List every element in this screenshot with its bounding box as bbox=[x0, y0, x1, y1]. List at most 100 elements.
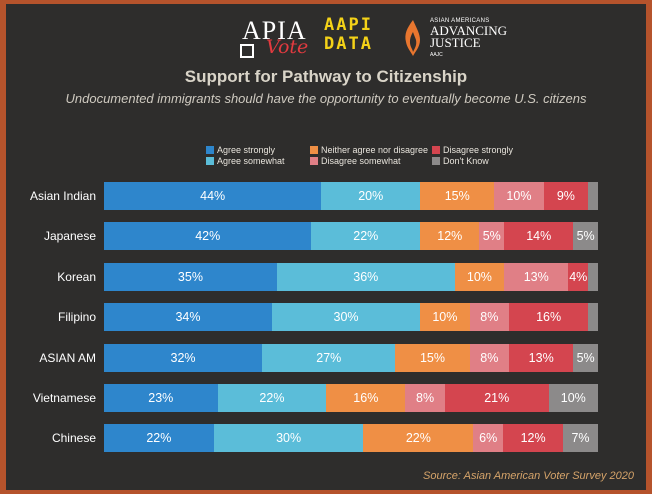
source-note: Source: Asian American Voter Survey 2020 bbox=[423, 470, 634, 482]
data-label: 14% bbox=[526, 229, 552, 244]
flame-icon bbox=[405, 20, 420, 56]
legend-label: Agree strongly bbox=[217, 144, 276, 155]
bar-segment-vietnamese-disagree-strongly: 21% bbox=[444, 384, 549, 412]
aajc-logo: ASIAN AMERICANS ADVANCING JUSTICE AAJC bbox=[400, 16, 530, 64]
data-label: 10% bbox=[560, 391, 586, 405]
bar-segment-filipino-disagree-somewhat: 8% bbox=[469, 303, 510, 332]
bar-segment-asian-am-don-t-know: 5% bbox=[573, 343, 598, 372]
legend-swatch bbox=[432, 156, 440, 165]
bar-segment-vietnamese-neither-agree-nor-disagree: 16% bbox=[326, 384, 406, 412]
bar-segment-asian-indian-don-t-know bbox=[588, 182, 598, 210]
bar-segment-chinese-disagree-strongly: 12% bbox=[503, 424, 564, 453]
legend-item-disagree-somewhat: Disagree somewhat bbox=[310, 155, 401, 166]
bar-segment-chinese-disagree-somewhat: 6% bbox=[473, 424, 504, 453]
data-label: 32% bbox=[170, 350, 196, 365]
data-label: 23% bbox=[148, 391, 174, 405]
category-label-japanese: Japanese bbox=[43, 229, 96, 244]
data-label: 4% bbox=[569, 269, 588, 284]
data-label: 12% bbox=[437, 229, 463, 244]
bar-segment-korean-disagree-strongly: 4% bbox=[568, 262, 589, 291]
data-label: 7% bbox=[571, 431, 590, 446]
bar-segment-japanese-disagree-strongly: 14% bbox=[504, 222, 574, 251]
bar-segment-japanese-don-t-know: 5% bbox=[573, 222, 598, 251]
bar-segment-asian-indian-neither-agree-nor-disagree: 15% bbox=[420, 182, 495, 210]
legend-label: Disagree somewhat bbox=[321, 155, 401, 166]
aajc-logo-line1: ADVANCING bbox=[430, 23, 508, 38]
bar-segment-chinese-agree-somewhat: 30% bbox=[213, 424, 364, 453]
data-label: 5% bbox=[576, 229, 595, 244]
data-label: 20% bbox=[358, 189, 384, 203]
bar-segment-korean-disagree-somewhat: 13% bbox=[504, 262, 569, 291]
bar-segment-vietnamese-agree-strongly: 23% bbox=[104, 384, 218, 412]
data-label: 22% bbox=[259, 391, 285, 405]
data-label: 13% bbox=[528, 350, 554, 365]
category-label-korean: Korean bbox=[57, 269, 96, 284]
aajc-logo-main: ADVANCING JUSTICE bbox=[430, 23, 508, 50]
legend-item-neither-agree-nor-disagree: Neither agree nor disagree bbox=[310, 144, 428, 155]
bar-segment-japanese-agree-somewhat: 22% bbox=[311, 222, 421, 251]
legend-label: Disagree strongly bbox=[443, 144, 514, 155]
data-label: 12% bbox=[520, 431, 546, 446]
bar-segment-korean-agree-somewhat: 36% bbox=[276, 262, 455, 291]
legend-item-don-t-know: Don't Know bbox=[432, 155, 489, 166]
bar-segment-asian-am-agree-strongly: 32% bbox=[104, 343, 263, 372]
data-label: 16% bbox=[536, 310, 562, 325]
bar-segment-asian-am-disagree-strongly: 13% bbox=[509, 343, 574, 372]
bar-segment-asian-indian-disagree-strongly: 9% bbox=[543, 182, 589, 210]
bar-segment-asian-indian-disagree-somewhat: 10% bbox=[494, 182, 544, 210]
data-label: 8% bbox=[416, 391, 435, 405]
bar-segment-asian-am-disagree-somewhat: 8% bbox=[469, 343, 510, 372]
data-label: 8% bbox=[480, 310, 499, 325]
data-label: 44% bbox=[200, 189, 226, 203]
data-label: 30% bbox=[333, 310, 359, 325]
plot-area: Asian Indian 44% 20% 15% 10% 9% Japanese 42% 22%… bbox=[6, 182, 646, 462]
bar-segment-chinese-neither-agree-nor-disagree: 22% bbox=[363, 424, 474, 453]
bar-segment-filipino-don-t-know bbox=[588, 303, 598, 332]
bar-segment-chinese-agree-strongly: 22% bbox=[104, 424, 214, 453]
bar-segment-korean-neither-agree-nor-disagree: 10% bbox=[454, 262, 505, 291]
legend-label: Agree somewhat bbox=[217, 155, 285, 166]
data-label: 16% bbox=[353, 391, 379, 405]
data-label: 10% bbox=[506, 189, 532, 203]
bar-segment-filipino-neither-agree-nor-disagree: 10% bbox=[420, 303, 470, 332]
data-label: 13% bbox=[523, 269, 549, 284]
aapi-data-logo: AAPI DATA bbox=[324, 16, 394, 58]
legend-label: Don't Know bbox=[443, 155, 489, 166]
bar-segment-filipino-disagree-strongly: 16% bbox=[509, 303, 589, 332]
data-label: 22% bbox=[146, 431, 172, 446]
category-label-chinese: Chinese bbox=[51, 431, 96, 446]
category-label-asian-am: ASIAN AM bbox=[39, 350, 96, 365]
data-label: 10% bbox=[466, 269, 492, 284]
legend-label: Neither agree nor disagree bbox=[321, 144, 429, 155]
data-label: 22% bbox=[405, 431, 431, 446]
data-label: 15% bbox=[444, 189, 470, 203]
chart-card: APIA Vote AAPI DATA ASIAN AMERICANS ADVA… bbox=[6, 4, 646, 490]
legend-swatch bbox=[206, 145, 214, 154]
legend-swatch bbox=[432, 145, 440, 154]
bar-segment-asian-am-neither-agree-nor-disagree: 15% bbox=[395, 343, 470, 372]
data-label: 15% bbox=[419, 350, 446, 365]
data-label: 34% bbox=[175, 310, 201, 325]
legend-swatch bbox=[310, 156, 318, 165]
chart-subtitle: Undocumented immigrants should have the … bbox=[65, 91, 587, 106]
bar-segment-filipino-agree-strongly: 34% bbox=[104, 303, 272, 332]
legend-item-disagree-strongly: Disagree strongly bbox=[432, 144, 513, 155]
bar-segment-asian-indian-agree-strongly: 44% bbox=[104, 182, 322, 210]
bar-segment-chinese-don-t-know: 7% bbox=[563, 424, 598, 453]
bar-segment-filipino-agree-somewhat: 30% bbox=[271, 303, 421, 332]
apia-logo-line1: APIA bbox=[242, 16, 307, 45]
bar-segment-korean-don-t-know bbox=[588, 262, 598, 291]
bar-segment-korean-agree-strongly: 35% bbox=[104, 262, 277, 291]
bar-segment-vietnamese-agree-somewhat: 22% bbox=[217, 384, 327, 412]
bar-segment-japanese-neither-agree-nor-disagree: 12% bbox=[420, 222, 480, 251]
data-label: 30% bbox=[276, 431, 302, 446]
data-label: 8% bbox=[480, 350, 499, 365]
bar-segment-vietnamese-don-t-know: 10% bbox=[548, 384, 598, 412]
bar-segment-vietnamese-disagree-somewhat: 8% bbox=[405, 384, 445, 412]
aajc-logo-small: ASIAN AMERICANS bbox=[430, 18, 490, 24]
category-label-asian-indian: Asian Indian bbox=[29, 189, 96, 203]
aajc-logo-line2: JUSTICE bbox=[430, 35, 481, 50]
aapi-logo-line1: AAPI bbox=[324, 15, 373, 35]
apia-logo-box bbox=[240, 44, 254, 58]
legend-swatch bbox=[310, 145, 318, 154]
